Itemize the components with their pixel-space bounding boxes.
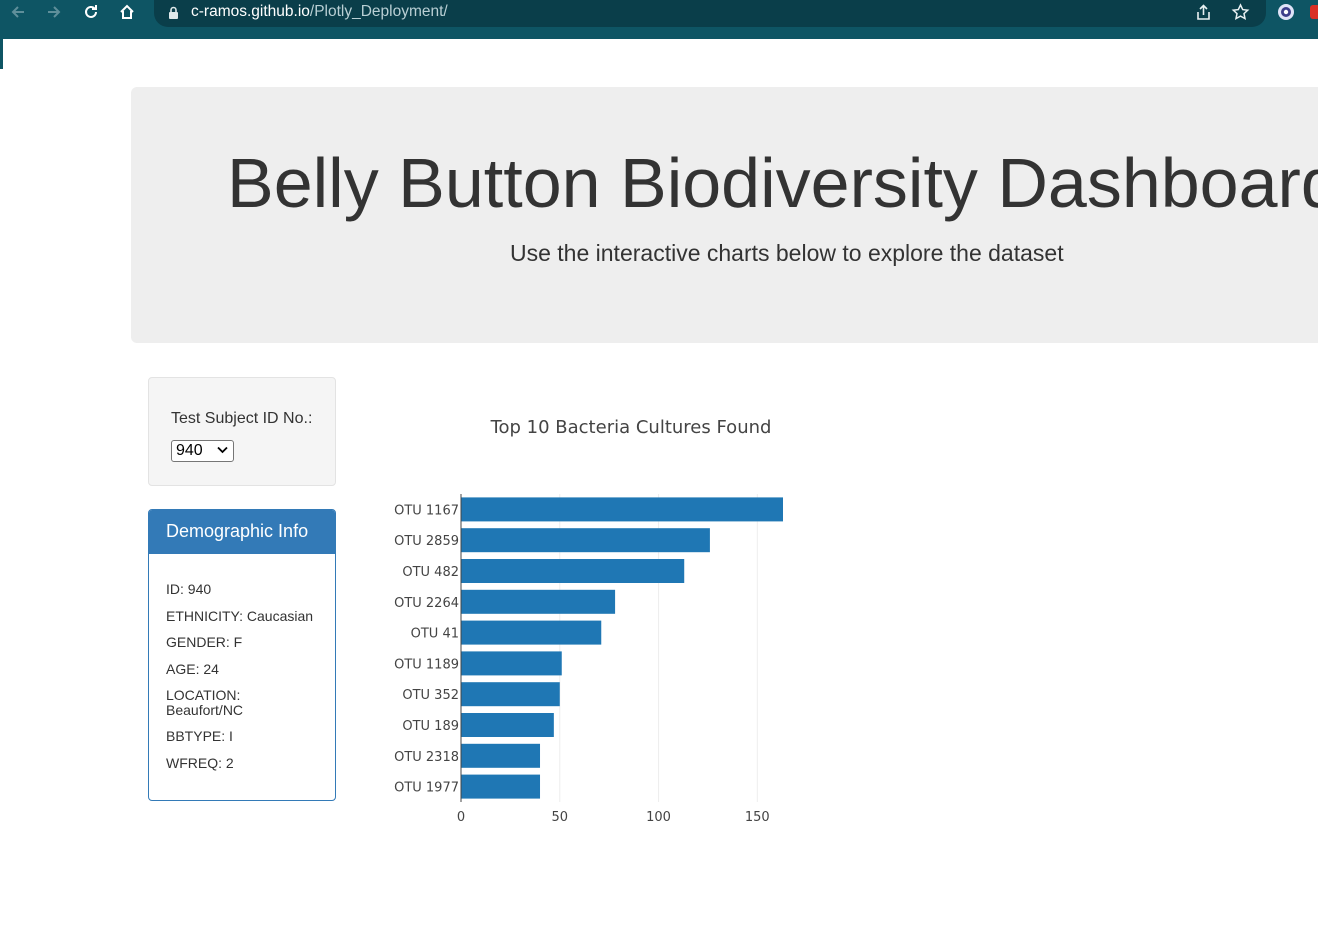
forward-icon[interactable] (39, 0, 69, 24)
bar[interactable] (461, 774, 541, 799)
browser-toolbar: c-ramos.github.io/Plotly_Deployment/ (0, 0, 1318, 39)
demographic-heading: Demographic Info (149, 510, 335, 554)
bar[interactable] (461, 651, 562, 676)
y-tick-label: OTU 2264 (394, 596, 459, 611)
metadata-line: ID: 940 (166, 581, 212, 597)
y-tick-label: OTU 1977 (394, 781, 459, 796)
bar[interactable] (461, 620, 602, 645)
address-bar[interactable]: c-ramos.github.io/Plotly_Deployment/ (154, 0, 1266, 27)
metadata-line: GENDER: F (166, 634, 243, 650)
metadata-line: LOCATION: Beaufort/NC (166, 687, 244, 718)
bars (461, 497, 783, 799)
y-tick-label: OTU 2859 (394, 534, 459, 549)
metadata-line: WFREQ: 2 (166, 755, 234, 771)
page-edge (0, 39, 3, 69)
bar[interactable] (461, 559, 685, 583)
subject-selector-well: Test Subject ID No.: 940 (148, 377, 336, 486)
y-tick-label: OTU 189 (402, 719, 459, 734)
jumbotron: Belly Button Biodiversity Dashboard Use … (131, 87, 1318, 343)
share-icon[interactable] (1194, 3, 1213, 22)
subject-id-label: Test Subject ID No.: (171, 410, 313, 427)
x-tick-label: 150 (745, 810, 770, 825)
demographic-panel: Demographic Info ID: 940 ETHNICITY: Cauc… (148, 509, 336, 801)
lock-icon (169, 6, 178, 19)
url-host: c-ramos.github.io (191, 3, 310, 20)
page-title: Belly Button Biodiversity Dashboard (227, 144, 1318, 222)
bar[interactable] (461, 743, 541, 768)
y-tick-label: OTU 1167 (394, 503, 459, 518)
bookmark-star-icon[interactable] (1231, 3, 1250, 22)
page-subtitle: Use the interactive charts below to expl… (510, 240, 1064, 266)
chart-title: Top 10 Bacteria Cultures Found (490, 417, 772, 438)
home-icon[interactable] (112, 0, 142, 24)
bar[interactable] (461, 682, 560, 707)
chevron-down-icon (217, 446, 228, 454)
bar-chart-svg: Top 10 Bacteria Cultures Found OTU 1167O… (394, 417, 783, 825)
bar[interactable] (461, 528, 710, 553)
y-tick-label: OTU 1189 (394, 657, 459, 672)
subject-id-value: 940 (176, 442, 203, 459)
metadata-line: BBTYPE: I (166, 728, 233, 744)
y-tick-labels: OTU 1167 OTU 2859 OTU 482 OTU 2264 OTU 41 OTU… (394, 503, 459, 795)
url-path: /Plotly_Deployment/ (309, 3, 448, 20)
x-tick-label: 0 (457, 810, 465, 825)
bar[interactable] (461, 589, 616, 614)
x-tick-label: 100 (646, 810, 671, 825)
subject-id-select[interactable]: 940 (171, 440, 234, 462)
x-tick-labels: 0 50 100 150 (457, 810, 770, 825)
x-tick-label: 50 (551, 810, 568, 825)
metadata-line: ETHNICITY: Caucasian (166, 608, 314, 624)
y-tick-label: OTU 41 (411, 627, 459, 642)
y-tick-label: OTU 2318 (394, 750, 459, 765)
bar-chart: Top 10 Bacteria Cultures Found OTU 1167 O… (360, 400, 820, 835)
y-tick-label: OTU 352 (402, 688, 459, 703)
reload-icon[interactable] (76, 0, 106, 24)
url-text: c-ramos.github.io/Plotly_Deployment/ (191, 3, 448, 21)
extension-icon[interactable] (1277, 3, 1295, 21)
bar[interactable] (461, 713, 554, 737)
extension-icon[interactable] (1310, 3, 1318, 21)
metadata-line: AGE: 24 (166, 661, 219, 677)
y-tick-label: OTU 482 (402, 565, 459, 580)
back-icon[interactable] (3, 0, 33, 24)
bar[interactable] (461, 497, 783, 522)
